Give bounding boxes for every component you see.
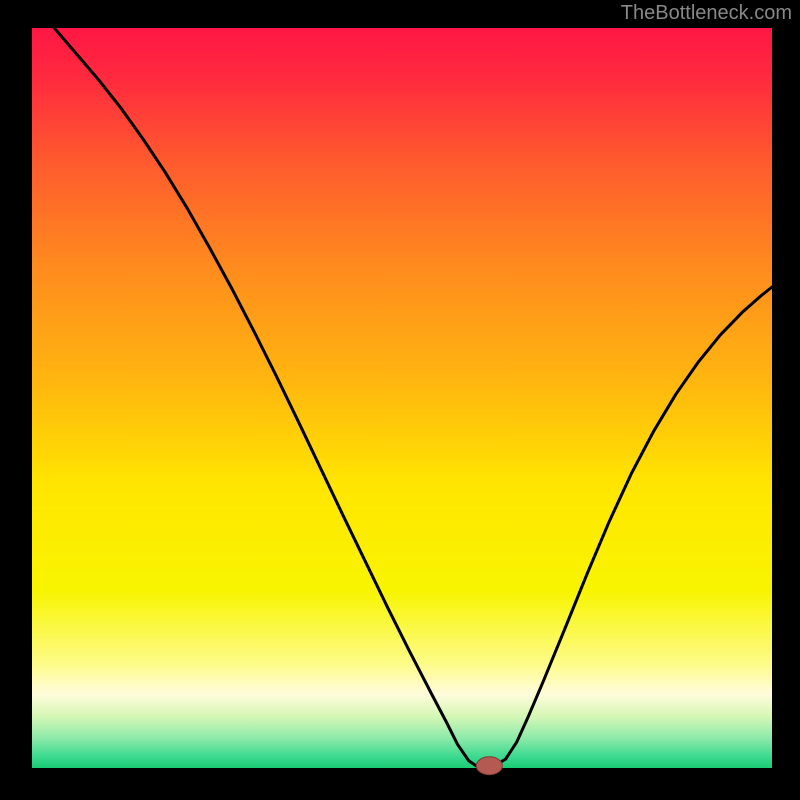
attribution-text: TheBottleneck.com <box>621 2 792 25</box>
optimal-marker <box>476 757 502 775</box>
chart-container: TheBottleneck.com <box>0 0 800 800</box>
bottleneck-chart <box>0 0 800 800</box>
